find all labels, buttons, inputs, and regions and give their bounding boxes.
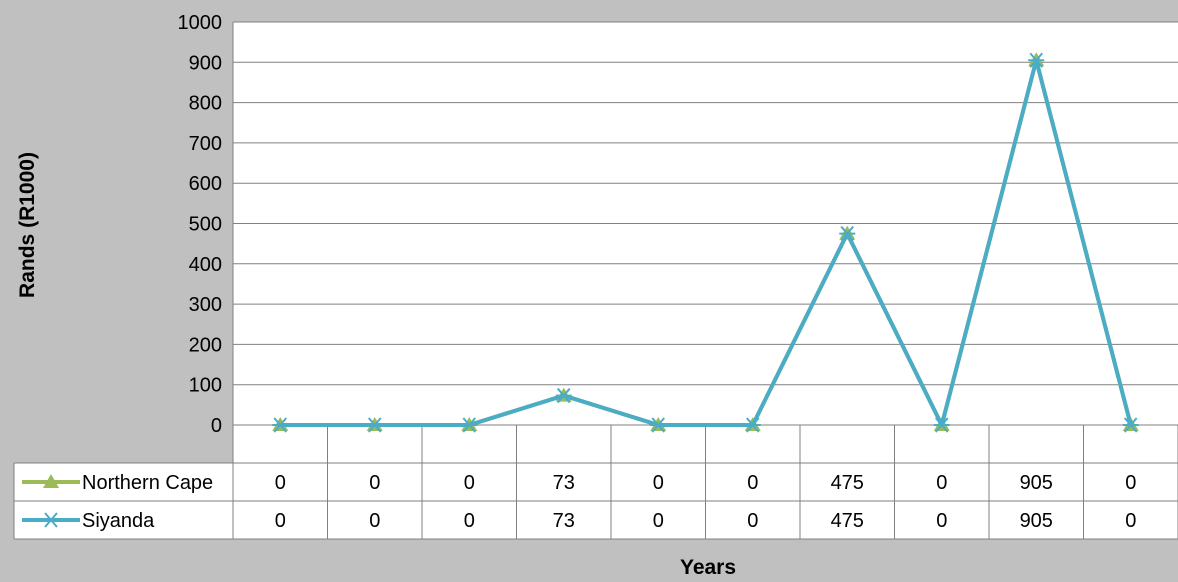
data-point-stroke — [745, 417, 760, 433]
legend-key-marker-stroke — [44, 512, 58, 528]
data-point-stroke — [367, 417, 382, 433]
table-value: 0 — [464, 472, 475, 494]
data-point-stroke — [651, 417, 666, 433]
y-tick-label: 800 — [189, 93, 222, 115]
x-axis-title: Years — [680, 556, 736, 579]
y-axis-title: Rands (R1000) — [16, 152, 39, 298]
data-point — [1122, 417, 1139, 433]
y-tick-label: 100 — [189, 375, 222, 397]
table-value: 0 — [464, 510, 475, 532]
data-point-stroke — [556, 387, 571, 404]
data-point — [650, 417, 667, 433]
data-point — [272, 417, 289, 433]
table-value: 475 — [831, 472, 864, 494]
y-tick-label: 300 — [189, 294, 222, 316]
table-value: 0 — [369, 510, 380, 532]
y-tick-label: 600 — [189, 173, 222, 195]
y-tick-label: 700 — [189, 133, 222, 155]
table-value: 0 — [369, 472, 380, 494]
table-value: 0 — [275, 510, 286, 532]
table-value: 905 — [1020, 472, 1053, 494]
data-table: Northern Cape 0 0 0 73 0 0 475 0 905 0 Siyanda 0 0 0 73… — [13, 424, 1178, 540]
table-value: 73 — [553, 472, 575, 494]
y-tick-label: 0 — [211, 415, 222, 437]
data-point-stroke — [1123, 417, 1138, 433]
data-point-stroke — [1029, 52, 1044, 68]
table-value: 0 — [1125, 472, 1136, 494]
data-point-stroke — [462, 417, 477, 433]
table-value: 475 — [831, 510, 864, 532]
series-line — [280, 58, 1133, 427]
y-tick-label: 1000 — [178, 12, 223, 34]
data-point-stroke — [934, 417, 949, 433]
gridlines — [232, 21, 1178, 425]
table-value: 0 — [1125, 510, 1136, 532]
legend-label: Siyanda — [82, 510, 155, 532]
table-value: 0 — [747, 472, 758, 494]
data-point-stroke — [273, 417, 288, 433]
data-point — [839, 225, 856, 242]
y-tick-label: 500 — [189, 214, 222, 236]
series-lines — [272, 52, 1139, 433]
table-value: 0 — [936, 510, 947, 532]
y-tick-label: 400 — [189, 254, 222, 276]
y-tick-label: 900 — [189, 52, 222, 74]
legend-key-marker — [43, 512, 59, 528]
y-tick-labels: 0 100 200 300 400 500 600 700 800 900 1000 — [178, 12, 223, 437]
data-point — [461, 417, 478, 433]
data-point — [1028, 52, 1045, 68]
table-value: 0 — [936, 472, 947, 494]
data-point-stroke — [840, 225, 855, 242]
table-value: 0 — [747, 510, 758, 532]
table-value: 73 — [553, 510, 575, 532]
data-point — [744, 417, 761, 433]
data-point — [933, 417, 950, 433]
legend-label: Northern Cape — [82, 472, 213, 494]
table-value: 905 — [1020, 510, 1053, 532]
table-value: 0 — [275, 472, 286, 494]
legend-key-marker — [43, 474, 59, 488]
y-tick-label: 200 — [189, 334, 222, 356]
data-point — [366, 417, 383, 433]
data-point — [555, 387, 572, 404]
table-value: 0 — [653, 472, 664, 494]
table-value: 0 — [653, 510, 664, 532]
